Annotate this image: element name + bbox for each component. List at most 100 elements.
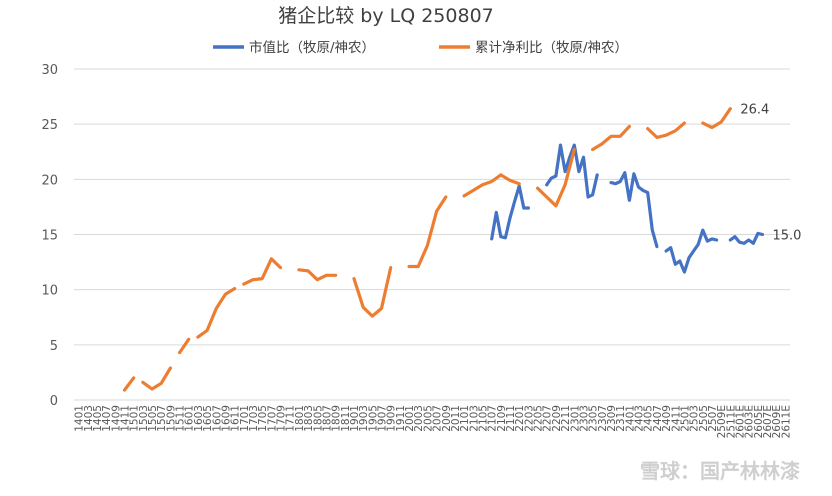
x-tick-label: 2203 bbox=[523, 405, 535, 432]
x-tick-label: 1509 bbox=[165, 405, 177, 432]
x-tick-label: 2011 bbox=[450, 405, 462, 432]
x-tick-label: 1503 bbox=[138, 405, 150, 432]
series-1-segment-6 bbox=[352, 266, 393, 318]
x-tick-label: 2403 bbox=[634, 405, 646, 432]
x-tick-label: 2001 bbox=[404, 405, 416, 432]
series-1-segment-12 bbox=[701, 107, 732, 130]
x-tick-label: 1603 bbox=[193, 405, 205, 432]
x-tick-label: 1605 bbox=[202, 405, 214, 432]
x-tick-label: 1407 bbox=[101, 405, 113, 432]
x-tick-label: 2409 bbox=[661, 405, 673, 432]
x-tick-label: 1903 bbox=[358, 405, 370, 432]
x-tick-label: 2411 bbox=[670, 405, 682, 432]
x-tick-label: 1403 bbox=[83, 405, 95, 432]
series-1-segment-2 bbox=[178, 337, 191, 355]
end-labels: 15.0 26.4 bbox=[740, 103, 801, 244]
x-tick-label: 2207 bbox=[542, 405, 554, 432]
x-tick-label: 2611E bbox=[780, 405, 792, 438]
y-tick-label: 30 bbox=[41, 63, 58, 78]
x-tick-label: 1805 bbox=[312, 405, 324, 432]
x-axis-ticks: 1401140314051407140914111501150315051507… bbox=[74, 405, 793, 438]
series-0-segment-1 bbox=[545, 143, 599, 199]
x-tick-label: 1811 bbox=[340, 405, 352, 432]
x-tick-label: 2605E bbox=[753, 405, 765, 438]
x-tick-label: 1507 bbox=[156, 405, 168, 432]
x-tick-label: 2609E bbox=[771, 405, 783, 438]
x-tick-label: 2211 bbox=[560, 405, 572, 432]
x-tick-label: 1803 bbox=[303, 405, 315, 432]
x-tick-label: 1909 bbox=[386, 405, 398, 432]
x-tick-label: 2601E bbox=[735, 405, 747, 438]
series-0-segment-4 bbox=[728, 231, 765, 245]
x-tick-label: 2305 bbox=[588, 405, 600, 432]
x-tick-label: 2005 bbox=[422, 405, 434, 432]
x-tick-label: 2107 bbox=[487, 405, 499, 432]
series-1-segment-7 bbox=[407, 195, 448, 269]
series-1-segment-10 bbox=[591, 124, 631, 152]
x-tick-label: 1901 bbox=[349, 405, 361, 432]
x-tick-label: 2501 bbox=[679, 405, 691, 432]
series-1-segment-9 bbox=[536, 147, 576, 208]
series-1-segment-8 bbox=[462, 173, 521, 198]
x-tick-label: 2509E bbox=[716, 405, 728, 438]
x-tick-label: 1411 bbox=[119, 405, 131, 432]
x-tick-label: 1601 bbox=[184, 405, 196, 432]
x-tick-label: 2511E bbox=[725, 405, 737, 438]
x-tick-label: 2205 bbox=[533, 405, 545, 432]
x-tick-label: 1703 bbox=[248, 405, 260, 432]
x-tick-label: 2103 bbox=[468, 405, 480, 432]
x-tick-label: 1807 bbox=[321, 405, 333, 432]
legend-label-cum-profit-ratio: 累计净利比（牧原/神农） bbox=[475, 40, 628, 56]
end-label-series-0: 15.0 bbox=[772, 229, 801, 244]
series-1-segment-4 bbox=[242, 257, 283, 286]
x-tick-label: 1401 bbox=[74, 405, 86, 432]
series-1-segment-3 bbox=[196, 287, 237, 339]
legend: 市值比（牧原/神农） 累计净利比（牧原/神农） bbox=[213, 39, 628, 56]
x-tick-label: 1609 bbox=[220, 405, 232, 432]
x-tick-label: 1501 bbox=[129, 405, 141, 432]
series-0-segment-3 bbox=[664, 228, 719, 274]
series-0-segment-0 bbox=[490, 184, 530, 241]
x-tick-label: 2003 bbox=[413, 405, 425, 432]
x-tick-label: 2209 bbox=[551, 405, 563, 432]
y-tick-label: 10 bbox=[41, 284, 58, 299]
y-tick-label: 15 bbox=[41, 229, 58, 244]
x-tick-label: 2607E bbox=[762, 405, 774, 438]
y-tick-label: 5 bbox=[50, 339, 58, 354]
x-tick-label: 2309 bbox=[606, 405, 618, 432]
series-lines bbox=[122, 107, 765, 392]
x-tick-label: 2301 bbox=[569, 405, 581, 432]
series-1-segment-5 bbox=[297, 268, 338, 282]
y-tick-label: 20 bbox=[41, 173, 58, 188]
end-label-series-1: 26.4 bbox=[740, 103, 769, 118]
x-tick-label: 2603E bbox=[744, 405, 756, 438]
watermark: 雪球：国产林林漆 bbox=[640, 459, 800, 483]
x-tick-label: 2105 bbox=[477, 405, 489, 432]
y-axis-ticks: 0 5 10 15 20 25 30 bbox=[41, 63, 58, 409]
x-tick-label: 1905 bbox=[367, 405, 379, 432]
x-tick-label: 2401 bbox=[624, 405, 636, 432]
x-tick-label: 2311 bbox=[615, 405, 627, 432]
x-tick-label: 2303 bbox=[578, 405, 590, 432]
x-tick-label: 2201 bbox=[514, 405, 526, 432]
x-tick-label: 1409 bbox=[110, 405, 122, 432]
x-tick-label: 1701 bbox=[239, 405, 251, 432]
x-tick-label: 1907 bbox=[377, 405, 389, 432]
x-tick-label: 1705 bbox=[257, 405, 269, 432]
x-tick-label: 1809 bbox=[331, 405, 343, 432]
x-tick-label: 2007 bbox=[432, 405, 444, 432]
x-tick-label: 1511 bbox=[175, 405, 187, 432]
y-tick-label: 25 bbox=[41, 118, 58, 133]
x-tick-label: 2503 bbox=[689, 405, 701, 432]
x-tick-label: 1709 bbox=[276, 405, 288, 432]
x-tick-label: 2505 bbox=[698, 405, 710, 432]
x-tick-label: 1711 bbox=[285, 405, 297, 432]
x-tick-label: 2009 bbox=[441, 405, 453, 432]
x-tick-label: 1405 bbox=[92, 405, 104, 432]
x-tick-label: 2405 bbox=[643, 405, 655, 432]
series-0-segment-2 bbox=[609, 171, 659, 249]
x-tick-label: 1611 bbox=[230, 405, 242, 432]
x-tick-label: 2111 bbox=[505, 405, 517, 432]
series-1-segment-0 bbox=[122, 376, 136, 392]
y-tick-label: 0 bbox=[50, 394, 58, 409]
